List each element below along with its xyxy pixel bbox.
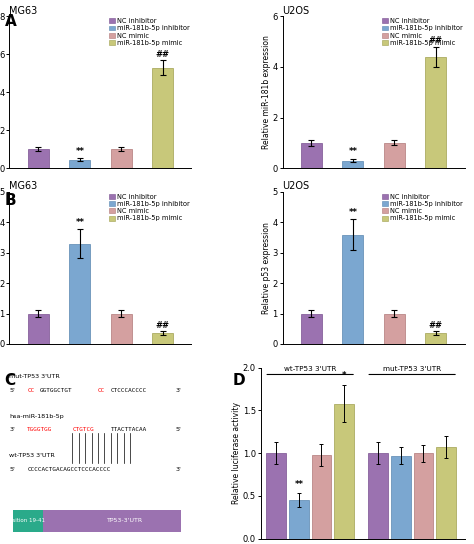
Text: CTCCCACCCC: CTCCCACCCC: [111, 388, 147, 393]
Text: *: *: [342, 372, 346, 380]
Text: 5': 5': [9, 467, 15, 472]
Bar: [152, 333, 173, 344]
Text: ##: ##: [428, 36, 443, 46]
Text: **: **: [348, 147, 357, 156]
Bar: [311, 455, 331, 539]
Text: 3': 3': [9, 428, 15, 432]
Text: 3': 3': [175, 388, 182, 393]
Bar: [13, 510, 181, 531]
Bar: [425, 333, 446, 344]
Legend: NC inhibitor, miR-181b-5p inhibitor, NC mimic, miR-181b-5p mimic: NC inhibitor, miR-181b-5p inhibitor, NC …: [109, 194, 190, 221]
Bar: [425, 57, 446, 168]
Text: **: **: [75, 147, 84, 157]
Bar: [301, 143, 322, 168]
Text: ##: ##: [155, 50, 170, 59]
Y-axis label: Relative luciferase activity: Relative luciferase activity: [232, 402, 241, 504]
Text: **: **: [75, 218, 84, 227]
Bar: [384, 143, 404, 168]
Bar: [70, 244, 90, 344]
Text: U2OS: U2OS: [283, 181, 310, 191]
Text: CC: CC: [27, 388, 35, 393]
Bar: [28, 149, 49, 168]
Text: Position 19-41: Position 19-41: [6, 518, 45, 523]
Bar: [413, 453, 433, 539]
Bar: [343, 234, 363, 344]
Bar: [152, 67, 173, 168]
Bar: [266, 453, 286, 539]
Text: GGTGGCTGT: GGTGGCTGT: [40, 388, 73, 393]
Text: CC: CC: [98, 388, 105, 393]
Bar: [436, 447, 456, 539]
Bar: [343, 160, 363, 168]
Text: MG63: MG63: [9, 181, 38, 191]
Text: 3': 3': [175, 467, 182, 472]
Text: **: **: [294, 480, 303, 489]
Y-axis label: Relative p53 expression: Relative p53 expression: [262, 222, 271, 314]
Legend: NC inhibitor, miR-181b-5p inhibitor, NC mimic, miR-181b-5p mimic: NC inhibitor, miR-181b-5p inhibitor, NC …: [382, 18, 463, 46]
Text: TGGGTGG: TGGGTGG: [27, 428, 53, 432]
Bar: [28, 313, 49, 344]
Text: mut-TP53 3'UTR: mut-TP53 3'UTR: [383, 366, 441, 372]
Text: **: **: [348, 208, 357, 217]
Text: ##: ##: [428, 320, 443, 330]
Text: 5': 5': [9, 388, 15, 393]
Y-axis label: Relative miR-181b expression: Relative miR-181b expression: [262, 35, 271, 149]
Text: hsa-miR-181b-5p: hsa-miR-181b-5p: [9, 414, 64, 419]
Bar: [368, 453, 388, 539]
Text: wt-TP53 3'UTR: wt-TP53 3'UTR: [9, 453, 55, 458]
Text: CCCCACTGACAGCCTCCCACCCC: CCCCACTGACAGCCTCCCACCCC: [27, 467, 111, 472]
Legend: NC inhibitor, miR-181b-5p inhibitor, NC mimic, miR-181b-5p mimic: NC inhibitor, miR-181b-5p inhibitor, NC …: [382, 194, 463, 221]
Text: B: B: [5, 193, 17, 208]
Text: CTGTCG: CTGTCG: [73, 428, 94, 432]
Text: C: C: [5, 373, 16, 388]
Text: MG63: MG63: [9, 5, 38, 16]
Legend: NC inhibitor, miR-181b-5p inhibitor, NC mimic, miR-181b-5p mimic: NC inhibitor, miR-181b-5p inhibitor, NC …: [109, 18, 190, 46]
Text: TP53-3'UTR: TP53-3'UTR: [108, 518, 144, 523]
Bar: [111, 313, 131, 344]
Bar: [334, 404, 354, 539]
Text: U2OS: U2OS: [283, 5, 310, 16]
Text: TTACTTACAA: TTACTTACAA: [111, 428, 147, 432]
Bar: [301, 313, 322, 344]
Bar: [13, 510, 44, 531]
Text: D: D: [232, 373, 245, 388]
Bar: [70, 160, 90, 168]
Bar: [384, 313, 404, 344]
Bar: [111, 149, 131, 168]
Bar: [391, 456, 410, 539]
Text: 5': 5': [175, 428, 182, 432]
Bar: [289, 500, 309, 539]
Text: ##: ##: [155, 320, 170, 330]
Text: A: A: [5, 14, 17, 29]
Text: wt-TP53 3'UTR: wt-TP53 3'UTR: [284, 366, 337, 372]
Text: mut-TP53 3'UTR: mut-TP53 3'UTR: [9, 374, 60, 380]
